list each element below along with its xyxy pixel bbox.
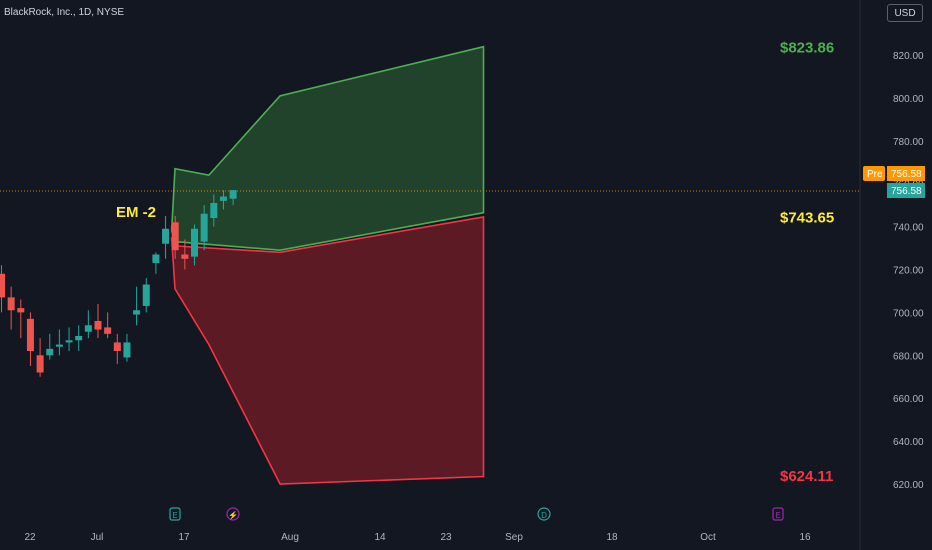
lower-target-label: $624.11 [780,468,833,485]
y-tick-label: 680.00 [893,351,924,362]
candle-body [181,254,189,259]
candle-body [75,335,83,341]
y-tick-label: 700.00 [893,308,924,319]
x-tick-label: Jul [91,532,104,543]
x-tick-label: Oct [700,532,716,543]
candle-body [104,327,112,334]
candle-body [229,190,237,199]
x-tick-label: 14 [374,532,386,543]
upper-target-label: $823.86 [780,40,834,57]
candle-body [171,222,179,251]
candle-body [94,320,102,330]
pre-badge [863,166,885,181]
pre-label: Pre [867,169,883,180]
earnings-event-icon [169,507,181,521]
y-tick-label: 660.00 [893,394,924,405]
y-tick-label: 740.00 [893,223,924,234]
last-price-badge [887,183,925,198]
candle-body [219,196,227,201]
earnings-event-icon [772,507,784,521]
symbol-title: BlackRock, Inc., 1D, NYSE [4,7,125,18]
candle-body [123,342,131,358]
y-tick-label: 780.00 [893,137,924,148]
pre-price-badge [887,166,925,181]
x-tick-label: Sep [505,532,523,543]
candle-body [191,228,198,257]
x-tick-label: 16 [799,532,811,543]
candle-body [84,325,92,332]
candle-body [55,344,63,347]
currency-button[interactable]: USD [887,4,923,22]
candle-body [26,318,34,352]
mid-target-label: $743.65 [780,210,834,227]
y-tick-label: 620.00 [893,480,924,491]
candle-body [46,348,54,356]
event-marker-label: E [172,511,177,520]
x-tick-label: 23 [440,532,452,543]
candle-body [65,340,73,343]
event-marker-label: ⚡ [228,510,238,520]
y-tick-label: 640.00 [893,437,924,448]
em-label: EM -2 [116,204,156,221]
x-tick-label: 17 [178,532,190,543]
candle-body [200,213,208,242]
y-tick-label: 820.00 [893,51,924,62]
bear-zone [170,215,485,485]
candle-body [152,254,160,264]
candle-body [7,297,15,311]
x-tick-label: 22 [24,532,36,543]
pre-price-value: 756.58 [891,169,922,180]
candle-body [162,228,170,244]
dividend-event-icon [226,507,240,521]
candle-body [133,310,141,315]
event-circle-icon [537,507,551,521]
candle-body [142,284,150,306]
candle-body [17,308,25,313]
last-price-value: 756.58 [891,186,922,197]
candle-body [0,273,5,298]
x-tick-label: Aug [281,532,299,543]
y-tick-label: 720.00 [893,266,924,277]
x-tick-label: 18 [606,532,618,543]
bull-zone [170,45,485,252]
y-tick-label: 800.00 [893,94,924,105]
candle-body [36,355,44,373]
event-marker-label: D [541,511,547,520]
event-marker-label: E [775,511,780,520]
candle-body [113,342,121,352]
candle-body [210,203,218,219]
